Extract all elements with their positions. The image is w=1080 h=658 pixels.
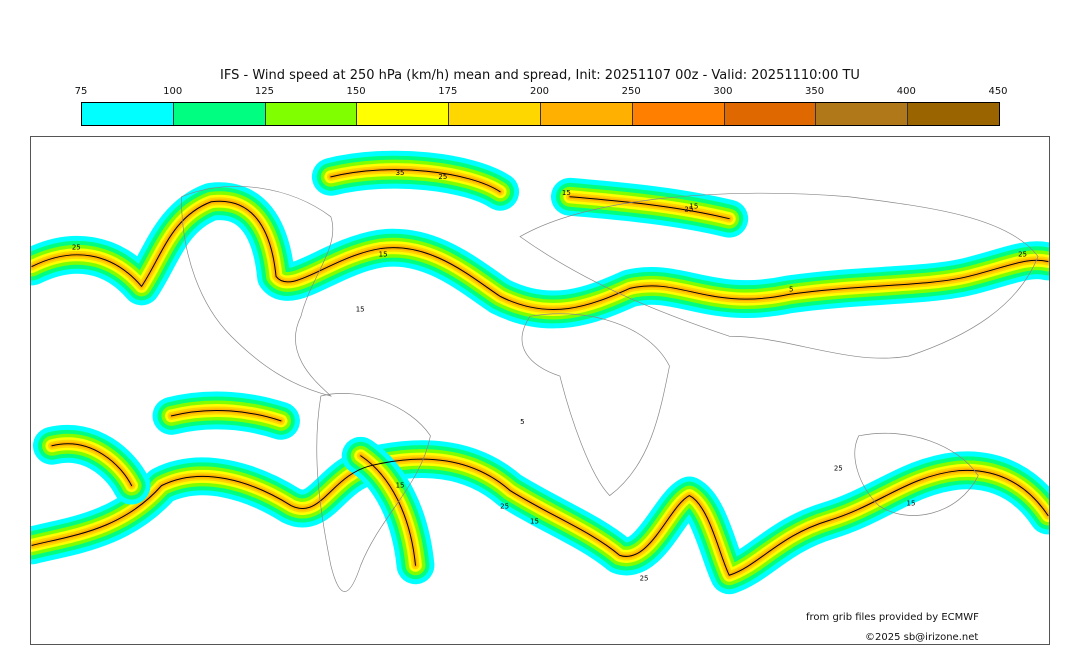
- contour-label: 25: [500, 503, 509, 511]
- colorbar-tick: 75: [74, 86, 88, 97]
- contour-label: 15: [356, 305, 365, 313]
- spread-contour: [51, 443, 133, 487]
- colorbar-tick: 200: [529, 86, 550, 97]
- colorbar-swatch: [632, 103, 725, 125]
- spread-contour: [360, 455, 416, 566]
- contour-label: 25: [438, 173, 447, 181]
- colorbar-swatch: [540, 103, 633, 125]
- contour-label: 15: [907, 500, 916, 508]
- colorbar-tick: 150: [346, 86, 366, 97]
- contour-label: 25: [72, 244, 81, 252]
- spread-contour: [330, 169, 501, 193]
- spread-contour: [31, 458, 1049, 576]
- contour-label: 15: [379, 251, 388, 259]
- copyright-credit: ©2025 sb@irizone.net: [865, 632, 979, 643]
- contour-label: 25: [834, 465, 843, 473]
- colorbar-swatch: [908, 103, 999, 125]
- spread-contour: [170, 409, 282, 422]
- colorbar-swatch: [816, 103, 909, 125]
- contour-label: 25: [684, 206, 693, 214]
- contour-label: 15: [530, 517, 539, 525]
- coastline-north-america: [181, 186, 334, 397]
- contour-label: 25: [640, 574, 649, 582]
- colorbar-tick: 400: [896, 86, 916, 97]
- map-title: IFS - Wind speed at 250 hPa (km/h) mean …: [220, 68, 860, 83]
- data-source-credit: from grib files provided by ECMWF: [806, 612, 979, 623]
- colorbar-swatch: [265, 103, 358, 125]
- contour-label: 15: [562, 189, 571, 197]
- coastline-australia: [854, 432, 979, 516]
- colorbar-swatch: [173, 103, 266, 125]
- colorbar-tick: 350: [805, 86, 825, 97]
- colorbar-tick: 125: [254, 86, 274, 97]
- contour-label: 5: [520, 418, 524, 426]
- colorbar-tick: 250: [621, 86, 641, 97]
- coastline-south-america: [316, 393, 431, 592]
- contour-label: 15: [396, 482, 405, 490]
- contour-label: 15: [689, 203, 698, 211]
- colorbar-tick: 300: [713, 86, 733, 97]
- colorbar-swatch: [82, 103, 174, 125]
- colorbar-tick: 450: [988, 86, 1008, 97]
- colorbar-tick: 175: [438, 86, 458, 97]
- colorbar-swatch: [357, 103, 450, 125]
- contour-label: 25: [1018, 251, 1027, 259]
- colorbar-tick: 100: [163, 86, 183, 97]
- coastline-eurasia: [519, 192, 1039, 359]
- wind-speed-map: 35 25 15 25 15 25 15 5 15 25 15 25 15 25 15 25 5: [13, 136, 1067, 645]
- colorbar-swatch: [724, 103, 817, 125]
- contour-label: 35: [396, 169, 405, 177]
- coastline-africa: [521, 313, 670, 497]
- spread-contour: [31, 200, 1049, 310]
- contour-label: 5: [789, 285, 793, 293]
- colorbar: [81, 102, 1000, 126]
- spread-contour: [569, 196, 730, 220]
- colorbar-swatch: [449, 103, 541, 125]
